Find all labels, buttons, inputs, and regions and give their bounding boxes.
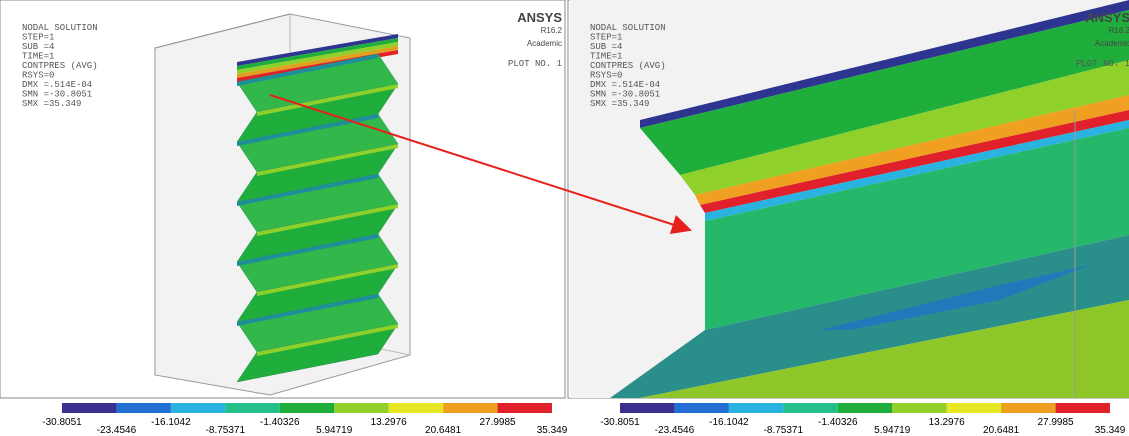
screenshot: NODAL SOLUTIONSTEP=1SUB =4TIME=1CONTPRES… [0, 0, 1129, 436]
info-line: SMX =35.349 [22, 99, 81, 109]
legend-label: 35.349 [1095, 425, 1126, 436]
info-line: DMX =.514E-04 [590, 80, 660, 90]
legend-label: -30.8051 [600, 417, 640, 428]
info-line: NODAL SOLUTION [22, 23, 98, 33]
legend-label: -8.75371 [206, 425, 246, 436]
info-line: NODAL SOLUTION [590, 23, 666, 33]
legend-swatch [389, 403, 443, 413]
legend-label: -23.4546 [655, 425, 695, 436]
legend-label: -16.1042 [709, 417, 749, 428]
legend-label: 13.2976 [929, 417, 966, 428]
ansys-logo: ANSYS [1085, 10, 1129, 25]
edition: Academic [1095, 39, 1129, 48]
legend-label: 13.2976 [371, 417, 408, 428]
version: R16.2 [1109, 26, 1129, 35]
info-line: STEP=1 [590, 33, 622, 43]
version: R16.2 [541, 26, 563, 35]
info-line: RSYS=0 [22, 71, 54, 81]
legend-swatch [674, 403, 728, 413]
legend-swatch [947, 403, 1001, 413]
info-line: DMX =.514E-04 [22, 80, 92, 90]
info-line: RSYS=0 [590, 71, 622, 81]
info-line: CONTPRES (AVG) [590, 61, 666, 71]
legend-label: 20.6481 [983, 425, 1020, 436]
legend-swatch [334, 403, 388, 413]
info-line: SMN =-30.8051 [590, 90, 660, 100]
legend-swatch [838, 403, 892, 413]
legend-label: -30.8051 [42, 417, 82, 428]
info-line: TIME=1 [22, 52, 54, 62]
legend-label: 35.349 [537, 425, 568, 436]
plot-number: PLOT NO. 1 [508, 59, 562, 69]
legend-swatch [171, 403, 225, 413]
legend-label: -1.40326 [260, 417, 300, 428]
info-line: STEP=1 [22, 33, 54, 43]
legend-label: -23.4546 [97, 425, 137, 436]
legend-label: 20.6481 [425, 425, 462, 436]
legend-swatch [1001, 403, 1055, 413]
info-line: CONTPRES (AVG) [22, 61, 98, 71]
model-view [570, 0, 1129, 398]
legend-label: 5.94719 [874, 425, 911, 436]
info-line: TIME=1 [590, 52, 622, 62]
ansys-logo: ANSYS [517, 10, 562, 25]
legend-swatch [443, 403, 497, 413]
legend-label: 27.9985 [1037, 417, 1074, 428]
legend-label: 5.94719 [316, 425, 353, 436]
edition: Academic [527, 39, 562, 48]
legend-swatch [729, 403, 783, 413]
legend-swatch [892, 403, 946, 413]
legend-swatch [62, 403, 116, 413]
legend-label: -16.1042 [151, 417, 191, 428]
legend-swatch [225, 403, 279, 413]
legend-label: 27.9985 [479, 417, 516, 428]
legend-swatch [280, 403, 334, 413]
info-line: SMN =-30.8051 [22, 90, 92, 100]
legend-label: -1.40326 [818, 417, 858, 428]
info-line: SUB =4 [22, 42, 54, 52]
legend-swatch [498, 403, 552, 413]
plot-number: PLOT NO. 1 [1076, 59, 1129, 69]
legend-swatch [783, 403, 837, 413]
legend-swatch [116, 403, 170, 413]
info-line: SUB =4 [590, 42, 622, 52]
legend-label: -8.75371 [764, 425, 804, 436]
model-view [155, 14, 410, 395]
info-line: SMX =35.349 [590, 99, 649, 109]
legend-swatch [620, 403, 674, 413]
legend-swatch [1056, 403, 1110, 413]
